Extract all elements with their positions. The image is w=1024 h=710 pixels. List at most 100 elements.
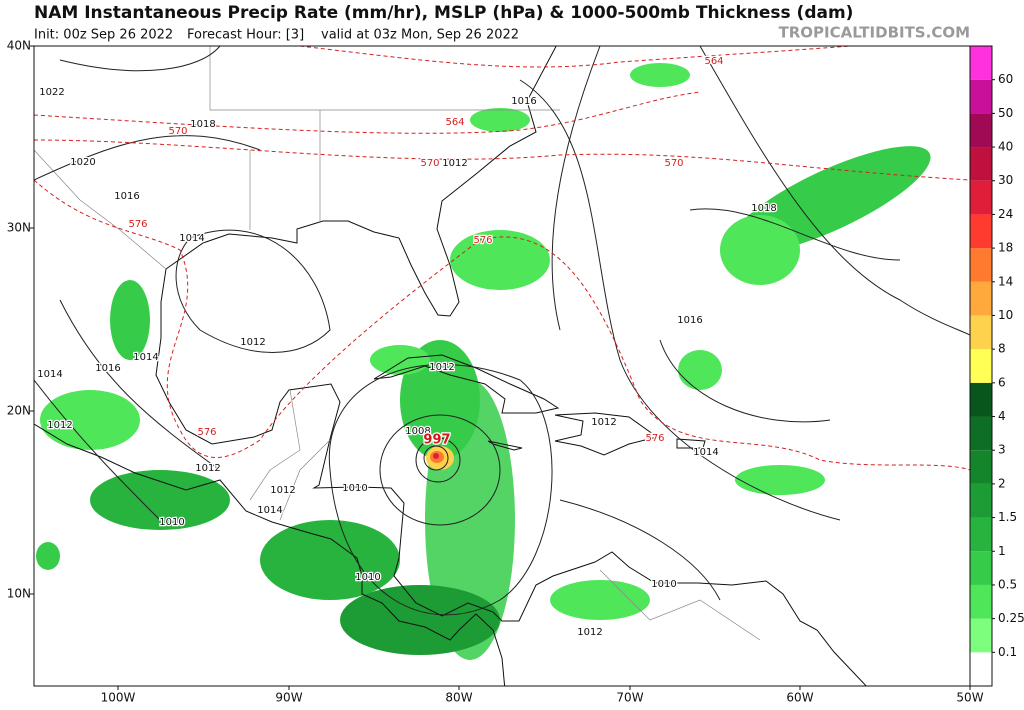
thickness-label: 564: [445, 117, 464, 128]
puerto-rico: [676, 438, 706, 449]
longitude-label: 50W: [956, 691, 983, 705]
colorbar-label: 1.5: [998, 510, 1017, 524]
colorbar-segment: [970, 248, 992, 282]
colorbar-label: 10: [998, 308, 1013, 322]
isobar-label: 1012: [442, 158, 467, 169]
isobar-label: 1012: [270, 485, 295, 496]
cuba: [373, 354, 560, 414]
colorbar-segment: [970, 46, 992, 80]
colorbar-segment: [970, 517, 992, 552]
isobar-label: 1012: [429, 362, 454, 373]
subtitle-valid: valid at 03z Mon, Sep 26 2022: [321, 28, 519, 43]
colorbar-segment: [970, 551, 992, 585]
colorbar-frame: [969, 45, 993, 687]
longitude-label: 70W: [616, 691, 643, 705]
colorbar-label: 14: [998, 274, 1013, 288]
thickness-label: 570: [168, 126, 187, 137]
longitude-label: 90W: [275, 691, 302, 705]
colorbar-segment: [970, 147, 992, 181]
colorbar-label: 3: [998, 443, 1006, 457]
isobar-label: 1008: [405, 426, 430, 437]
colorbar-segment: [970, 483, 992, 518]
isobar-label: 1016: [511, 96, 536, 107]
thickness-lines: [34, 46, 970, 471]
isobar-label: 1014: [37, 369, 62, 380]
colorbar-label: 30: [998, 173, 1013, 187]
colorbar-label: 8: [998, 342, 1006, 356]
hispaniola: [554, 412, 659, 456]
latitude-label: 10N: [7, 587, 31, 601]
colorbar-segment: [970, 315, 992, 350]
colorbar-segment: [970, 450, 992, 484]
isobar-label: 1014: [133, 352, 158, 363]
colorbar-label: 2: [998, 476, 1006, 490]
colorbar-label: 0.5: [998, 577, 1017, 591]
coastline-pacific: [34, 423, 506, 686]
colorbar-segment: [970, 584, 992, 619]
colorbar-label: 1: [998, 544, 1006, 558]
longitude-label: 100W: [101, 691, 136, 705]
longitude-label: 60W: [786, 691, 813, 705]
thickness-label: 576: [197, 427, 216, 438]
colorbar-segment: [970, 618, 992, 653]
latitude-label: 20N: [7, 404, 31, 418]
colorbar-label: 50: [998, 106, 1013, 120]
thickness-label: 576: [473, 235, 492, 246]
precip: [36, 63, 931, 660]
colorbar-label: 18: [998, 241, 1013, 255]
colorbar-segment: [970, 180, 992, 215]
colorbar-segment: [970, 79, 992, 114]
subtitle-init: Init: 00z Sep 26 2022: [34, 28, 173, 43]
isobar-label: 1012: [591, 417, 616, 428]
thickness-label: 564: [704, 56, 723, 67]
isobar-label: 1012: [577, 627, 602, 638]
isobar-label: 1012: [47, 420, 72, 431]
isobar-label: 1010: [159, 517, 184, 528]
borders: [34, 46, 761, 641]
thickness-label: 576: [128, 219, 147, 230]
longitude-label: 80W: [445, 691, 472, 705]
colorbar-label: 0.1: [998, 645, 1017, 659]
isobar-label: 1010: [342, 483, 367, 494]
subtitle-hour: Forecast Hour: [3]: [187, 28, 304, 43]
thickness-label: 570: [664, 158, 683, 169]
jamaica: [487, 440, 523, 451]
title: NAM Instantaneous Precip Rate (mm/hr), M…: [34, 3, 853, 23]
isobar-label: 1014: [693, 447, 718, 458]
isobar-label: 1016: [114, 191, 139, 202]
isobar-label: 1010: [355, 572, 380, 583]
isobar-label: 1022: [39, 87, 64, 98]
isobar-label: 1012: [195, 463, 220, 474]
colorbar-segment: [970, 349, 992, 383]
thickness-label: 576: [645, 433, 664, 444]
isobar-label: 1020: [70, 157, 95, 168]
isobar-label: 1018: [751, 203, 776, 214]
latitude-label: 30N: [7, 221, 31, 235]
colorbar-label: 6: [998, 375, 1006, 389]
isobar-label: 1014: [179, 233, 204, 244]
colorbar-segment: [970, 113, 992, 148]
map-area: [34, 46, 970, 686]
isobar-label: 1010: [651, 579, 676, 590]
isobar-label: 1018: [190, 119, 215, 130]
colorbar-label: 40: [998, 140, 1013, 154]
source: TROPICALTIDBITS.COM: [779, 24, 971, 42]
colorbar-label: 4: [998, 409, 1006, 423]
isobar-label: 997: [423, 433, 450, 448]
colorbar-segment: [970, 281, 992, 316]
latitude-label: 40N: [7, 39, 31, 53]
thickness-label: 570: [420, 158, 439, 169]
colorbar-segment: [970, 214, 992, 249]
isobars: [34, 46, 970, 616]
colorbar-segment: [970, 652, 992, 686]
isobar-label: 1016: [677, 315, 702, 326]
colorbar-segment: [970, 382, 992, 417]
isobar-label: 1014: [257, 505, 282, 516]
colorbar-label: 60: [998, 72, 1013, 86]
colorbar-segment: [970, 416, 992, 451]
isobar-label: 1012: [240, 337, 265, 348]
colorbar-label: 0.25: [998, 611, 1024, 625]
isobar-label: 1016: [95, 363, 120, 374]
